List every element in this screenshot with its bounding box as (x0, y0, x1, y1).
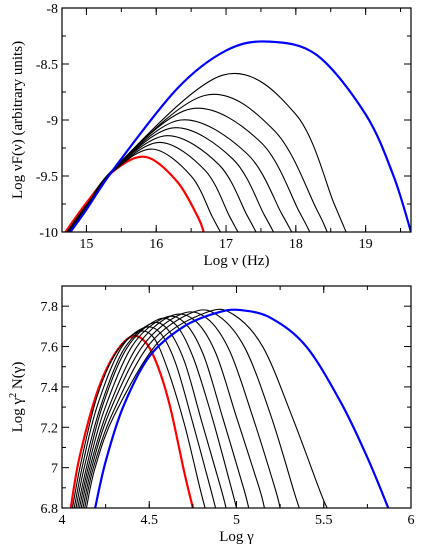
series-0-line (64, 155, 205, 232)
x-tick-label: 4 (59, 513, 66, 528)
series-4-line (77, 317, 238, 508)
top-ticks (62, 7, 411, 233)
series-6-line (80, 313, 265, 508)
y-tick-label: 6.8 (41, 502, 59, 517)
bottom-y-label-main: Log γ (10, 397, 26, 432)
top-sed-panel: 15 16 17 18 19 -10 -9.5 -9 -8.5 -8 Log ν (Hz) Log… (10, 2, 412, 269)
x-tick-label: 15 (79, 237, 93, 252)
y-tick-label: 7 (51, 462, 58, 477)
x-tick-label: 19 (359, 237, 373, 252)
bottom-y-axis-label: Log γ2 N(γ) (8, 362, 26, 433)
bottom-electron-panel: 4 4.5 5 5.5 66.877.27.47.67.8 Log γ Log γ2 N… (8, 285, 415, 545)
top-tick-labels: 15 16 17 18 19 -10 -9.5 -9 -8.5 -8 (36, 2, 373, 252)
bottom-series-layer (69, 308, 390, 508)
y-tick-label: 7.8 (41, 300, 59, 315)
series-9-line (85, 308, 328, 508)
y-tick-label: 7.2 (41, 421, 59, 436)
series-2-line (67, 141, 239, 232)
y-tick-label: -9.5 (36, 170, 58, 185)
x-tick-label: 4.5 (141, 513, 159, 528)
top-series-layer (64, 40, 411, 232)
series-5-line (68, 119, 293, 232)
top-y-axis-label: Log νF(ν) (arbitrary units) (10, 41, 26, 199)
bottom-y-label-sup: 2 (8, 393, 19, 398)
series-7-line (82, 311, 281, 508)
y-tick-label: -9 (46, 114, 58, 129)
series-10-line (94, 308, 390, 508)
series-2-line (73, 326, 217, 508)
x-tick-label: 5 (233, 513, 240, 528)
series-3-line (67, 135, 257, 232)
x-tick-label: 5.5 (315, 513, 333, 528)
series-5-line (78, 315, 250, 508)
x-tick-label: 17 (219, 237, 233, 252)
series-9-line (69, 40, 411, 232)
y-tick-label: -10 (39, 226, 58, 241)
series-4-line (67, 127, 275, 232)
bottom-x-axis-label: Log γ (219, 529, 254, 545)
x-tick-label: 6 (408, 513, 415, 528)
bottom-ticks (61, 286, 412, 509)
bottom-y-label-tail: N(γ) (10, 362, 26, 393)
series-8-line (84, 309, 300, 508)
x-tick-label: 18 (289, 237, 303, 252)
bottom-plot-frame (61, 285, 412, 509)
y-tick-label: -8.5 (36, 58, 58, 73)
top-x-axis-label: Log ν (Hz) (204, 253, 270, 269)
x-tick-label: 16 (149, 237, 163, 252)
bottom-tick-labels: 4 4.5 5 5.5 6 6.8 7 7.2 7.4 7.6 7.8 (41, 300, 415, 528)
top-plot-frame (61, 7, 412, 233)
y-tick-label: -8 (46, 2, 58, 17)
series-6-line (68, 107, 311, 232)
series-1-line (66, 148, 221, 232)
y-tick-label: 7.6 (41, 341, 59, 356)
y-tick-label: 7.4 (41, 381, 59, 396)
series-1-line (71, 330, 206, 508)
